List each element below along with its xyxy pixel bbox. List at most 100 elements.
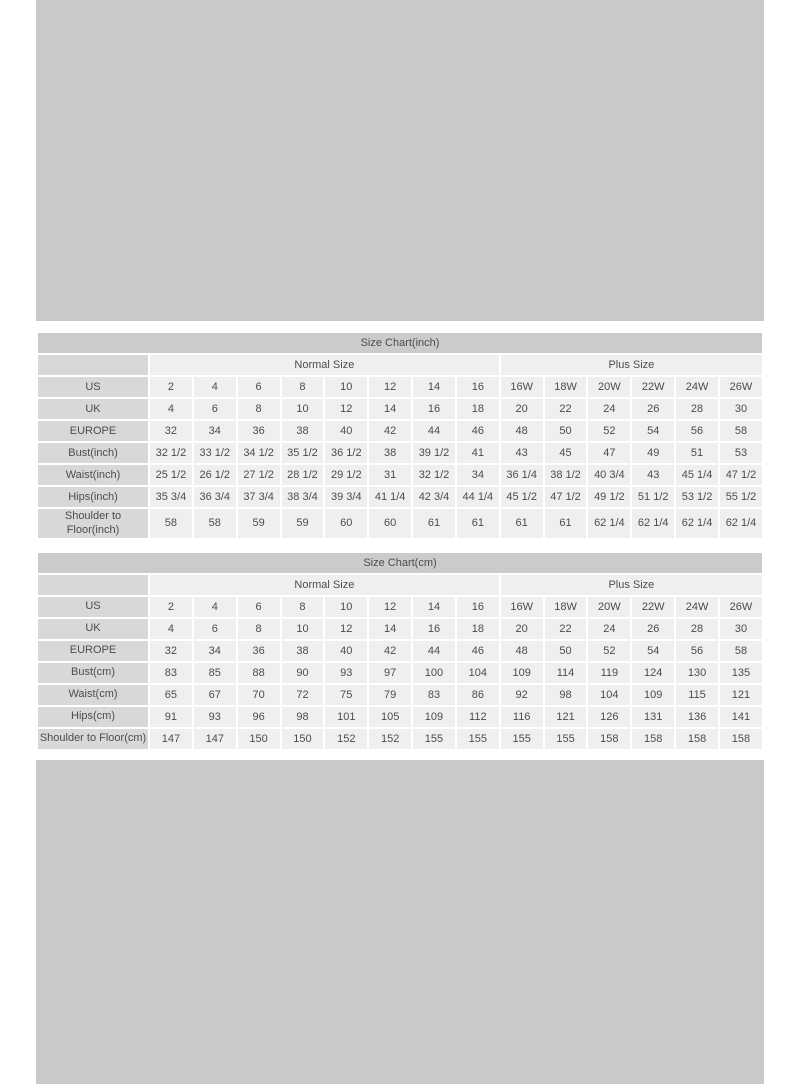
row-label: Shoulder to Floor(cm) [38, 728, 148, 749]
size-value-cell: 30 [719, 618, 762, 639]
size-value-cell: 26 1/2 [193, 465, 236, 485]
row-label: Shoulder to Floor(inch) [38, 509, 148, 538]
column-group-label: Plus Size [500, 574, 762, 595]
size-value-cell: 16 [456, 377, 499, 397]
size-value-cell: 44 [413, 640, 455, 661]
row-label: EUROPE [38, 640, 148, 661]
size-value-cell: 2 [150, 596, 192, 617]
size-value-cell: 24W [676, 596, 718, 617]
size-value-cell: 20 [500, 399, 543, 419]
size-value-cell: 43 [632, 465, 675, 485]
column-group-label: Plus Size [500, 355, 762, 375]
size-value-cell: 92 [500, 684, 543, 705]
size-value-cell: 34 [193, 421, 236, 441]
size-value-cell: 38 [369, 443, 412, 463]
top-image-placeholder [36, 0, 764, 321]
size-value-cell: 40 3/4 [588, 465, 631, 485]
size-value-cell: 6 [237, 377, 280, 397]
size-value-cell: 60 [325, 509, 368, 538]
size-value-cell: 32 1/2 [413, 465, 455, 485]
column-group-row: Normal Size Plus Size [38, 574, 762, 595]
size-value-cell: 31 [369, 465, 412, 485]
size-value-cell: 136 [676, 706, 718, 727]
size-value-cell: 12 [325, 618, 368, 639]
size-value-cell: 96 [237, 706, 280, 727]
size-value-cell: 45 1/2 [500, 487, 543, 507]
size-value-cell: 109 [632, 684, 675, 705]
size-value-cell: 39 1/2 [413, 443, 455, 463]
size-value-cell: 25 1/2 [150, 465, 192, 485]
size-value-cell: 28 [676, 618, 718, 639]
table-row: Bust(cm) 83 85 88 90 93 97 100 104 109 114 119 124 13… [38, 662, 762, 683]
size-value-cell: 130 [676, 662, 718, 683]
size-value-cell: 12 [325, 399, 368, 419]
size-value-cell: 119 [588, 662, 631, 683]
size-value-cell: 98 [544, 684, 587, 705]
table-row: Bust(inch) 32 1/2 33 1/2 34 1/2 35 1/2 36 1/2… [38, 443, 762, 463]
size-value-cell: 42 [369, 640, 412, 661]
row-label: Hips(cm) [38, 706, 148, 727]
size-chart-inch-table: Size Chart(inch) Normal Size Plus Size US 2 4… [36, 331, 764, 540]
size-value-cell: 41 [456, 443, 499, 463]
size-value-cell: 18 [456, 618, 499, 639]
row-label: Waist(inch) [38, 465, 148, 485]
row-label: Waist(cm) [38, 684, 148, 705]
size-value-cell: 150 [281, 728, 324, 749]
table-row: Hips(cm) 91 93 96 98 101 105 109 112 116 121 126 131… [38, 706, 762, 727]
size-value-cell: 8 [237, 618, 280, 639]
size-value-cell: 37 3/4 [237, 487, 280, 507]
size-value-cell: 61 [456, 509, 499, 538]
size-value-cell: 58 [193, 509, 236, 538]
size-value-cell: 43 [500, 443, 543, 463]
size-value-cell: 56 [676, 421, 718, 441]
size-value-cell: 14 [369, 618, 412, 639]
table-row: EUROPE 32 34 36 38 40 42 44 46 48 50 52 54 56 58 [38, 640, 762, 661]
size-value-cell: 155 [456, 728, 499, 749]
size-value-cell: 35 3/4 [150, 487, 192, 507]
table-row: EUROPE 32 34 36 38 40 42 44 46 48 50 52 54 56 58 [38, 421, 762, 441]
size-value-cell: 18 [456, 399, 499, 419]
size-value-cell: 53 1/2 [676, 487, 718, 507]
size-value-cell: 135 [719, 662, 762, 683]
size-value-cell: 158 [676, 728, 718, 749]
size-value-cell: 28 1/2 [281, 465, 324, 485]
size-value-cell: 59 [237, 509, 280, 538]
size-value-cell: 54 [632, 421, 675, 441]
size-value-cell: 36 [237, 421, 280, 441]
size-value-cell: 83 [150, 662, 192, 683]
size-value-cell: 41 1/4 [369, 487, 412, 507]
size-value-cell: 47 1/2 [719, 465, 762, 485]
size-value-cell: 10 [281, 399, 324, 419]
size-value-cell: 67 [193, 684, 236, 705]
size-value-cell: 53 [719, 443, 762, 463]
size-value-cell: 26 [632, 618, 675, 639]
size-value-cell: 38 [281, 640, 324, 661]
size-value-cell: 58 [719, 640, 762, 661]
size-value-cell: 20W [588, 377, 631, 397]
size-value-cell: 10 [325, 377, 368, 397]
size-value-cell: 45 [544, 443, 587, 463]
size-value-cell: 116 [500, 706, 543, 727]
size-value-cell: 12 [369, 596, 412, 617]
size-value-cell: 4 [193, 596, 236, 617]
size-value-cell: 12 [369, 377, 412, 397]
size-charts-section: Size Chart(inch) Normal Size Plus Size US 2 4… [36, 331, 764, 751]
size-value-cell: 61 [544, 509, 587, 538]
size-value-cell: 152 [369, 728, 412, 749]
table-row: UK 4 6 8 10 12 14 16 18 20 22 24 26 28 30 [38, 399, 762, 419]
size-value-cell: 16 [456, 596, 499, 617]
size-value-cell: 22 [544, 399, 587, 419]
table-row: Shoulder to Floor(inch) 58 58 59 59 60 60 61 61 6… [38, 509, 762, 538]
size-value-cell: 104 [588, 684, 631, 705]
size-value-cell: 14 [413, 377, 455, 397]
corner-cell [38, 574, 148, 595]
size-value-cell: 28 [676, 399, 718, 419]
size-value-cell: 61 [413, 509, 455, 538]
size-value-cell: 55 1/2 [719, 487, 762, 507]
size-value-cell: 62 1/4 [632, 509, 675, 538]
size-value-cell: 44 1/4 [456, 487, 499, 507]
size-value-cell: 18W [544, 377, 587, 397]
size-value-cell: 59 [281, 509, 324, 538]
size-value-cell: 62 1/4 [588, 509, 631, 538]
